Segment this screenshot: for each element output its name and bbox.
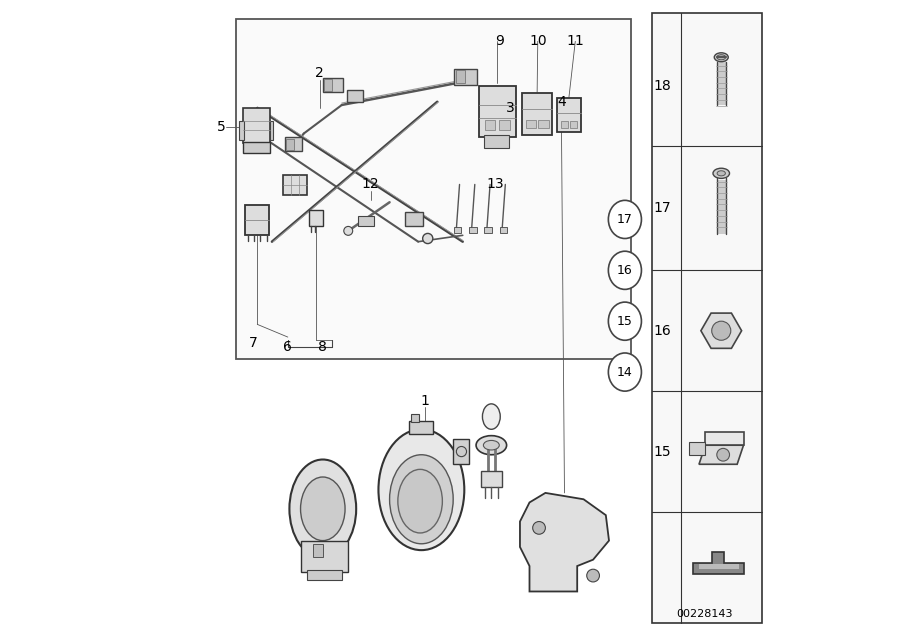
Ellipse shape [717,170,725,176]
Bar [284,137,302,151]
Bar [522,93,553,135]
Bar [482,471,501,487]
Circle shape [587,569,599,582]
Text: 5: 5 [218,120,226,134]
Bar [238,121,244,140]
Text: 18: 18 [653,79,671,93]
Text: 16: 16 [617,264,633,277]
Ellipse shape [608,302,642,340]
Text: 12: 12 [362,177,379,191]
Circle shape [423,233,433,244]
Bar [455,70,465,83]
Text: 8: 8 [319,340,328,354]
Text: 11: 11 [566,34,584,48]
Text: 13: 13 [487,177,505,191]
Bar [500,227,508,233]
Text: 3: 3 [506,101,515,115]
Text: 16: 16 [653,324,671,338]
Ellipse shape [713,168,730,178]
Ellipse shape [476,436,507,455]
Bar [243,108,270,143]
Bar [358,216,374,226]
Bar [236,19,631,359]
Polygon shape [520,493,609,591]
Circle shape [456,446,466,457]
Bar [243,142,270,153]
Polygon shape [699,565,739,569]
Bar [454,69,477,85]
Bar [485,120,495,130]
Bar [526,120,536,128]
Text: 1: 1 [420,394,429,408]
Circle shape [716,448,730,461]
Bar [411,414,418,422]
Text: 17: 17 [653,201,671,216]
Bar [313,544,323,556]
Bar [245,205,269,235]
Ellipse shape [482,404,500,429]
Bar [309,210,323,226]
Bar [716,57,725,105]
Ellipse shape [378,429,464,550]
Text: 15: 15 [653,445,671,459]
Bar [484,227,492,233]
Ellipse shape [608,353,642,391]
Bar [324,80,332,91]
Text: 2: 2 [315,66,324,80]
Bar [538,120,549,128]
Bar [479,86,516,137]
Bar [454,439,469,464]
Bar [570,121,577,128]
Text: 00228143: 00228143 [676,609,733,619]
Text: 9: 9 [495,34,504,48]
Text: 10: 10 [529,34,546,48]
Polygon shape [706,432,743,445]
Bar [307,570,342,580]
Bar [716,180,725,234]
Ellipse shape [390,455,454,544]
Polygon shape [689,442,706,455]
Bar [469,227,477,233]
Bar [347,90,363,102]
Polygon shape [699,445,743,464]
Circle shape [533,522,545,534]
Bar [454,227,462,233]
Bar [286,139,293,150]
Ellipse shape [715,53,728,62]
Bar [283,175,307,195]
Circle shape [712,321,731,340]
Ellipse shape [608,251,642,289]
Ellipse shape [716,55,725,60]
Ellipse shape [301,477,345,541]
Bar [323,78,343,92]
Ellipse shape [608,200,642,238]
Bar [301,541,348,572]
Bar [406,212,423,226]
Ellipse shape [398,469,443,533]
Bar [562,121,568,128]
Bar [409,421,433,434]
Text: 17: 17 [617,213,633,226]
Text: 4: 4 [557,95,566,109]
Ellipse shape [483,440,500,450]
Bar [270,121,274,140]
Bar [557,98,581,132]
Text: 6: 6 [284,340,292,354]
Text: 14: 14 [617,366,633,378]
Ellipse shape [290,459,356,558]
Text: 15: 15 [617,315,633,328]
Circle shape [344,226,353,235]
Bar [499,120,510,130]
Text: 7: 7 [248,336,257,350]
Bar [652,13,761,623]
Polygon shape [693,551,743,574]
Bar [483,135,509,148]
